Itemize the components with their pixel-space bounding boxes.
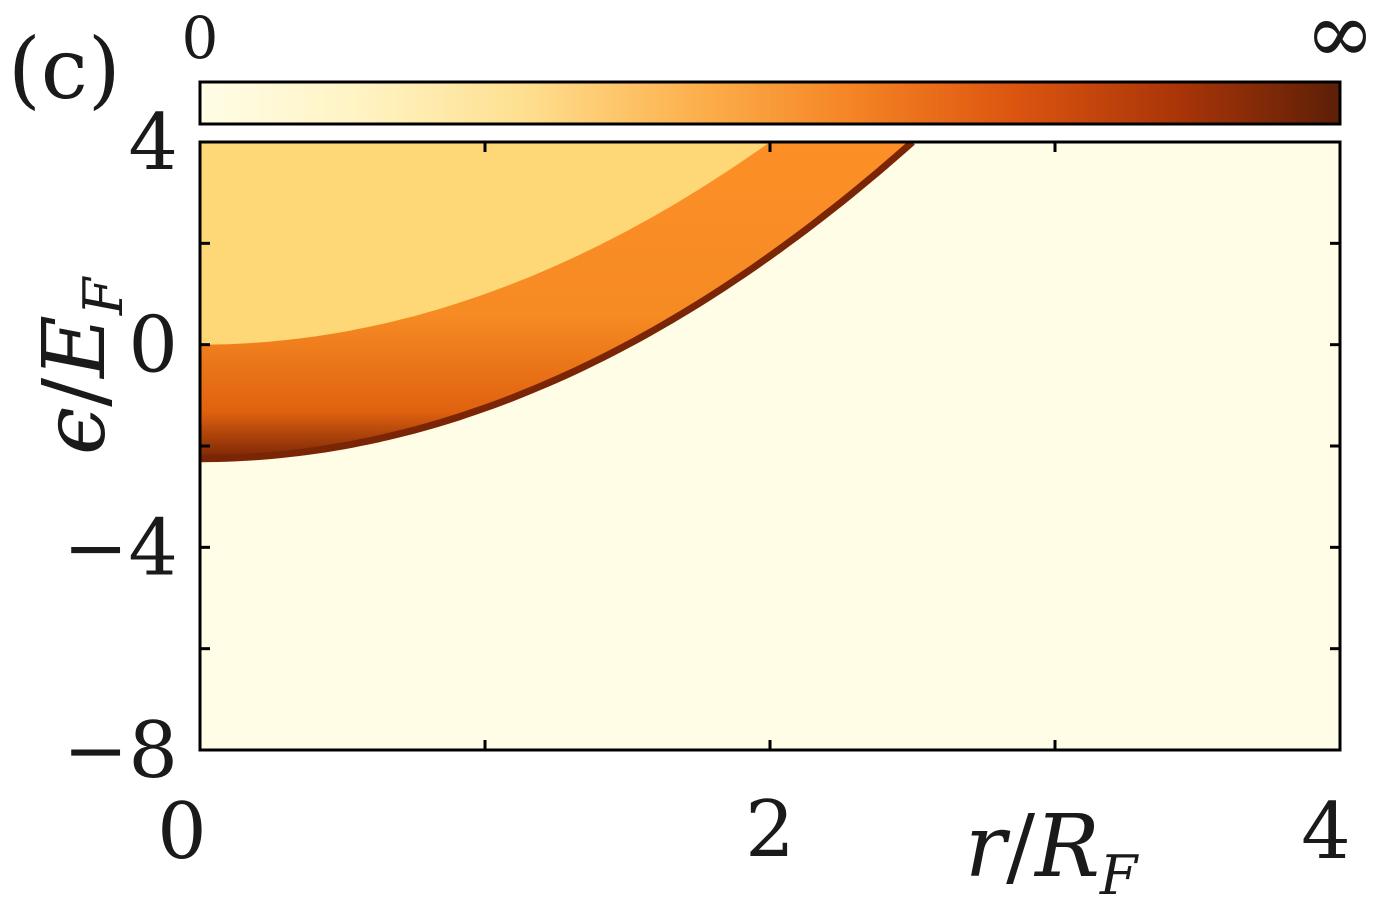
x-ticks [198,142,1342,750]
colorbar-max-label: ∞ [1305,0,1375,82]
y-tick-label-0: 0 [128,301,178,391]
x-tick-label-2: 2 [745,785,795,875]
y-tick-label-4: 4 [128,98,178,188]
y-axis-label: ϵ/EF [25,275,135,455]
y-tick-label--4: −4 [63,503,178,593]
heatmap-band-edge [200,142,915,463]
heatmap-inner-region [200,142,770,345]
panel-label: (c) [8,20,121,118]
x-tick-label-4: 4 [1301,787,1351,877]
colorbar-gradient [198,80,1342,126]
colorbar: 0 ∞ [182,0,1375,126]
plot-area [200,142,1340,750]
x-tick-labels: 0 2 4 [157,785,1351,877]
y-tick-labels: 4 0 −4 −8 [63,98,178,796]
x-axis-label: r/RF [965,797,1140,907]
y-ticks [200,140,1340,752]
x-tick-label-0: 0 [157,787,207,877]
y-tick-label--8: −8 [63,706,178,796]
colorbar-min-label: 0 [182,4,219,72]
